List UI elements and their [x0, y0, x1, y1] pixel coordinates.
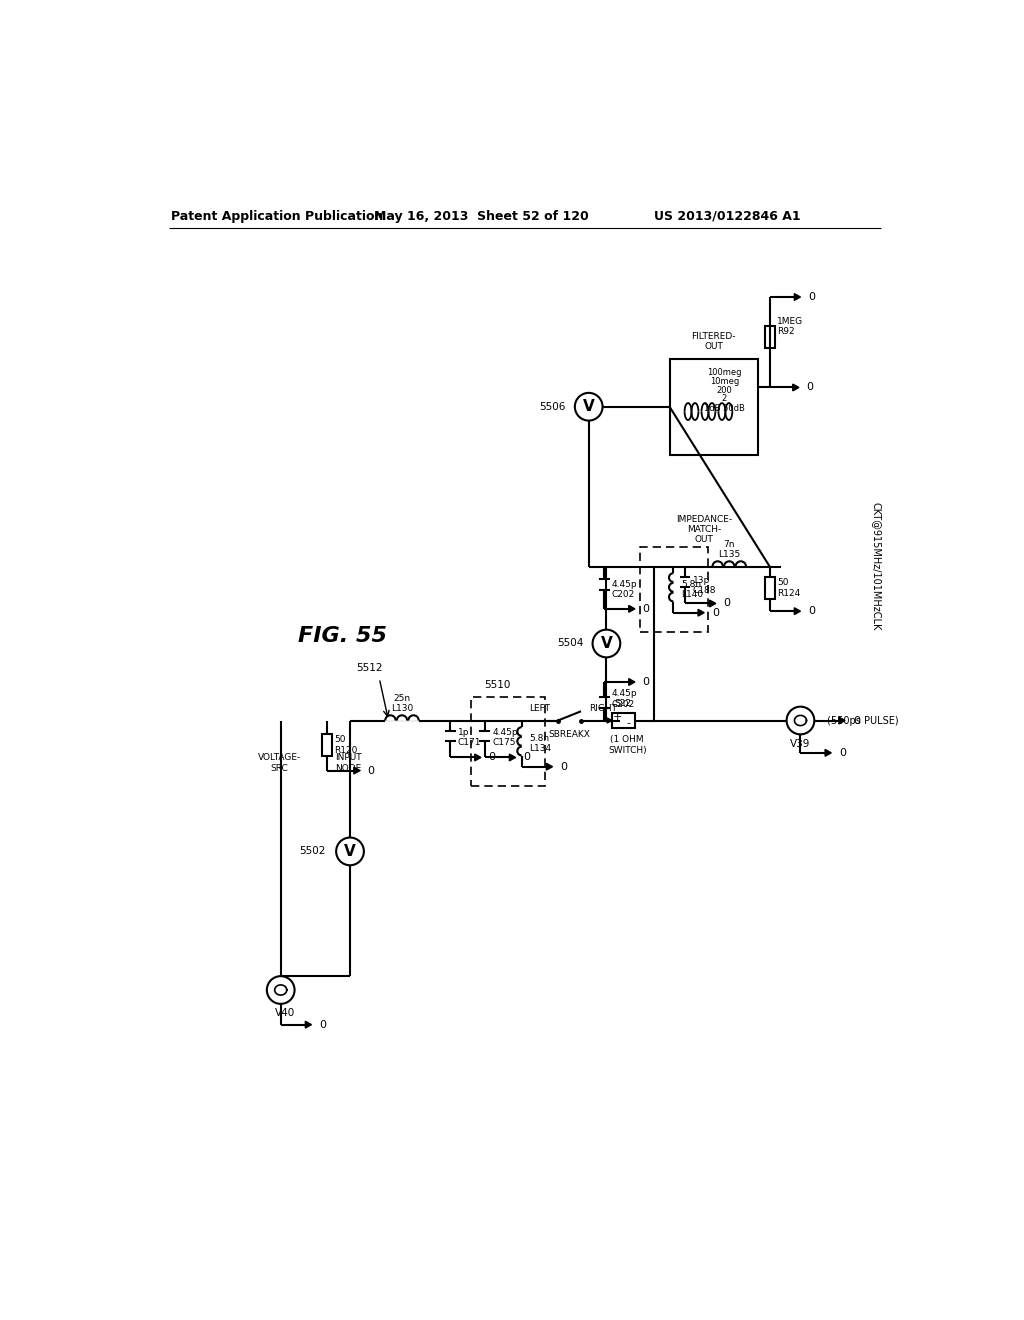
- Text: (1 OHM
SWITCH): (1 OHM SWITCH): [608, 735, 646, 755]
- Text: 200: 200: [717, 387, 732, 396]
- Bar: [611, 713, 635, 729]
- Text: 0: 0: [523, 752, 530, 763]
- Bar: [322, 734, 332, 756]
- Text: FILTERED-
OUT: FILTERED- OUT: [691, 331, 736, 351]
- Polygon shape: [305, 1022, 311, 1028]
- Text: 5.8n
L140: 5.8n L140: [681, 579, 703, 599]
- Polygon shape: [354, 767, 360, 774]
- Polygon shape: [547, 763, 553, 770]
- Text: 4.45p
C175: 4.45p C175: [493, 727, 518, 747]
- Text: 0: 0: [643, 603, 649, 614]
- Text: 0: 0: [807, 383, 814, 392]
- Text: (550ps PULSE): (550ps PULSE): [827, 715, 899, 726]
- Text: 100meg: 100meg: [708, 368, 741, 378]
- Text: 0: 0: [853, 715, 860, 726]
- Text: CKT@915MHz/101MHzCLK: CKT@915MHz/101MHzCLK: [871, 503, 881, 631]
- Text: Patent Application Publication: Patent Application Publication: [171, 210, 383, 223]
- Polygon shape: [475, 754, 481, 760]
- Polygon shape: [629, 678, 635, 685]
- Text: 0: 0: [808, 292, 815, 302]
- Text: 0: 0: [724, 598, 730, 609]
- Bar: [670, 359, 758, 455]
- Text: VOLTAGE-
SRC: VOLTAGE- SRC: [258, 754, 301, 772]
- Text: V39: V39: [791, 739, 811, 748]
- Polygon shape: [629, 606, 635, 612]
- Text: 0: 0: [643, 677, 649, 686]
- Text: 4.45p
C202: 4.45p C202: [611, 689, 637, 709]
- Text: 5506: 5506: [540, 401, 565, 412]
- Text: 4.45p
C202: 4.45p C202: [611, 579, 637, 599]
- Text: S22: S22: [614, 700, 632, 708]
- Text: FIG. 55: FIG. 55: [298, 626, 387, 645]
- Polygon shape: [795, 293, 801, 301]
- Polygon shape: [795, 607, 801, 615]
- Polygon shape: [793, 384, 799, 391]
- Polygon shape: [710, 601, 716, 607]
- Text: 2: 2: [722, 395, 727, 403]
- Text: 13p
C188: 13p C188: [692, 576, 716, 595]
- Text: V: V: [583, 399, 595, 414]
- Text: 5512: 5512: [356, 663, 383, 673]
- Polygon shape: [825, 750, 831, 756]
- Text: 0: 0: [368, 766, 375, 776]
- Bar: [471, 697, 545, 785]
- Text: 1MEG
R92: 1MEG R92: [777, 317, 804, 337]
- Text: 0: 0: [808, 606, 815, 616]
- Text: 1p
C171: 1p C171: [458, 727, 481, 747]
- Text: 5.8n
L134: 5.8n L134: [529, 734, 552, 754]
- Text: LEFT: LEFT: [529, 704, 550, 713]
- Text: 5502: 5502: [299, 846, 326, 857]
- Text: 25n
L130: 25n L130: [391, 694, 413, 713]
- Text: IMPEDANCE-
MATCH-
OUT: IMPEDANCE- MATCH- OUT: [676, 515, 732, 544]
- Polygon shape: [607, 718, 611, 723]
- Text: 1dB 50dB: 1dB 50dB: [705, 404, 744, 413]
- Text: V: V: [600, 636, 612, 651]
- Text: RIGHT: RIGHT: [589, 704, 616, 713]
- Text: 0: 0: [560, 762, 567, 772]
- Text: 50
R124: 50 R124: [777, 578, 801, 598]
- Text: 5510: 5510: [484, 680, 511, 690]
- Text: 5504: 5504: [557, 639, 584, 648]
- Polygon shape: [839, 717, 845, 723]
- Text: 10meg: 10meg: [710, 378, 739, 387]
- Text: 0: 0: [319, 1019, 327, 1030]
- Polygon shape: [698, 610, 705, 616]
- Text: 0: 0: [839, 748, 846, 758]
- Text: SBREAKX: SBREAKX: [549, 730, 591, 739]
- Text: 0: 0: [712, 607, 719, 618]
- Bar: [640, 548, 708, 632]
- Text: -: -: [626, 718, 630, 729]
- Text: V40: V40: [274, 1008, 295, 1018]
- Text: 7n
L135: 7n L135: [718, 540, 740, 560]
- Text: 0: 0: [488, 752, 496, 763]
- Text: +: +: [612, 711, 622, 722]
- Text: May 16, 2013  Sheet 52 of 120: May 16, 2013 Sheet 52 of 120: [374, 210, 588, 223]
- Text: 50
R120: 50 R120: [335, 735, 358, 755]
- Bar: [765, 577, 775, 599]
- Text: V: V: [344, 843, 356, 859]
- Polygon shape: [509, 754, 515, 760]
- Text: INPUT
NODE: INPUT NODE: [335, 754, 361, 772]
- Text: US 2013/0122846 A1: US 2013/0122846 A1: [654, 210, 801, 223]
- Bar: [765, 326, 775, 348]
